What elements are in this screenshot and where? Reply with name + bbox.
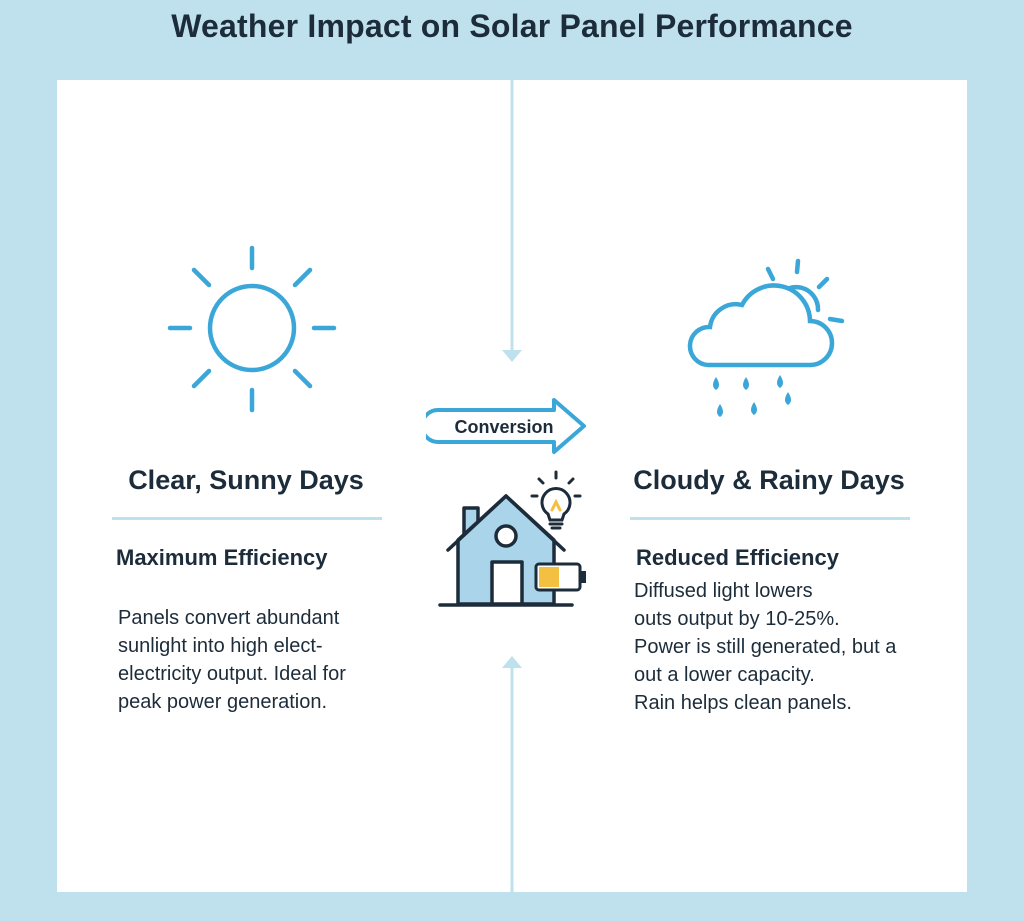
right-line: Power is still generated, but a — [634, 636, 897, 658]
right-description: Diffused light lowers outs output by 10-… — [634, 577, 896, 717]
left-line: sunlight into high elect- — [118, 635, 323, 657]
right-heading: Cloudy & Rainy Days — [633, 465, 905, 495]
left-description: Panels convert abundant sunlight into hi… — [118, 604, 346, 716]
house-icon — [438, 470, 586, 607]
sun-icon — [167, 245, 337, 413]
left-line: electricity output. Ideal for — [118, 663, 346, 685]
right-line: Diffused light lowers — [634, 580, 813, 602]
arrow-right-icon — [426, 398, 586, 454]
arrow-down-icon — [502, 350, 522, 362]
left-subheading: Maximum Efficiency — [116, 545, 328, 570]
battery-icon — [534, 562, 586, 592]
left-line: peak power generation. — [118, 691, 328, 713]
left-line: Panels convert abundant — [118, 607, 340, 629]
right-line: outs output by 10-25%. — [634, 608, 840, 630]
right-divider — [630, 517, 910, 520]
left-heading: Clear, Sunny Days — [128, 465, 364, 495]
arrow-up-icon — [502, 656, 522, 668]
lightbulb-icon — [530, 470, 582, 530]
cloud-rain-icon — [687, 258, 845, 417]
page-title: Weather Impact on Solar Panel Performanc… — [171, 8, 853, 44]
right-line: out a lower capacity. — [634, 664, 815, 686]
right-line: Rain helps clean panels. — [634, 692, 852, 714]
left-divider — [112, 517, 382, 520]
conversion-label: Conversion — [454, 417, 554, 437]
right-subheading: Reduced Efficiency — [636, 545, 839, 570]
